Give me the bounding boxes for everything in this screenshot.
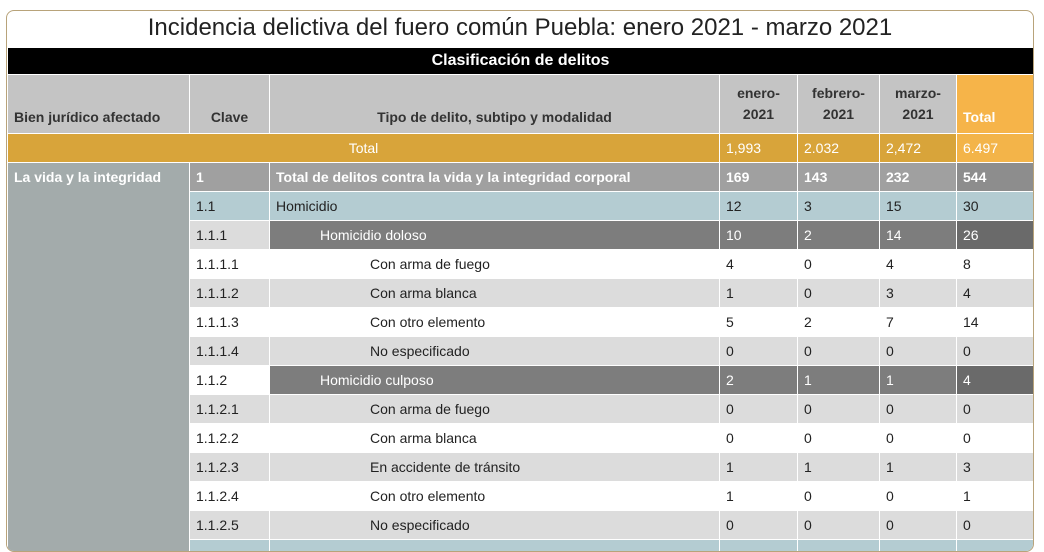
value-cell: 3: [798, 192, 880, 221]
value-cell: 4: [880, 250, 957, 279]
col-bien: Bien jurídico afectado: [8, 75, 190, 134]
page-title: Incidencia delictiva del fuero común Pue…: [7, 11, 1033, 47]
total-febrero: 2.032: [798, 134, 880, 163]
row-total-cell: 0: [957, 424, 1034, 453]
row-total-cell: 26: [957, 221, 1034, 250]
value-cell: 0: [880, 395, 957, 424]
total-row: Total 1,993 2.032 2,472 6.497: [8, 134, 1034, 163]
clave-cell: 1.1.2.2: [190, 424, 270, 453]
col-clave: Clave: [190, 75, 270, 134]
col-total: Total: [957, 75, 1034, 134]
row-total-cell: 544: [957, 163, 1034, 192]
tipo-cell: Con arma blanca: [270, 279, 720, 308]
report-card: Incidencia delictiva del fuero común Pue…: [6, 10, 1034, 552]
row-total-cell: 0: [957, 337, 1034, 366]
total-total: 6.497: [957, 134, 1034, 163]
value-cell: 14: [880, 221, 957, 250]
value-cell: 1: [798, 453, 880, 482]
value-cell: 0: [798, 279, 880, 308]
tipo-cell: En accidente de tránsito: [270, 453, 720, 482]
value-cell: 0: [880, 511, 957, 540]
col-tipo: Tipo de delito, subtipo y modalidad: [270, 75, 720, 134]
clave-cell: 1.1.2.5: [190, 511, 270, 540]
header-row: Bien jurídico afectado Clave Tipo de del…: [8, 75, 1034, 134]
value-cell: 0: [798, 482, 880, 511]
value-cell: 232: [880, 163, 957, 192]
clave-cell: 1: [190, 163, 270, 192]
tipo-cell: No especificado: [270, 511, 720, 540]
col-febrero: febrero-2021: [798, 75, 880, 134]
value-cell: 3: [880, 279, 957, 308]
value-cell: 0: [880, 482, 957, 511]
value-cell: 1: [880, 453, 957, 482]
tipo-cell: Con arma blanca: [270, 424, 720, 453]
clave-cell: 1.1: [190, 192, 270, 221]
value-cell: 0: [798, 250, 880, 279]
clave-cell: 1.1.2: [190, 366, 270, 395]
value-cell: 1: [880, 366, 957, 395]
section-band: Clasificación de delitos: [8, 48, 1034, 75]
tipo-cell: Con arma de fuego: [270, 250, 720, 279]
tipo-cell: Con otro elemento: [270, 308, 720, 337]
clave-cell: 1.1.1.4: [190, 337, 270, 366]
crime-table: Clasificación de delitos Bien jurídico a…: [7, 47, 1034, 552]
row-total-cell: 0: [957, 511, 1034, 540]
clave-cell: 1.1.2.4: [190, 482, 270, 511]
value-cell: 2: [798, 308, 880, 337]
row-total-cell: 30: [957, 192, 1034, 221]
value-cell: 0: [880, 424, 957, 453]
value-cell: 0: [798, 511, 880, 540]
value-cell: 15: [880, 192, 957, 221]
value-cell: 1: [720, 279, 798, 308]
tipo-cell: Homicidio: [270, 192, 720, 221]
value-cell: 1: [798, 366, 880, 395]
tipo-cell: Homicidio culposo: [270, 366, 720, 395]
value-cell: 0: [798, 395, 880, 424]
tipo-cell: Total de delitos contra la vida y la int…: [270, 163, 720, 192]
bien-juridico-cell: La vida y la integridad: [8, 163, 190, 552]
tipo-cell: Con otro elemento: [270, 482, 720, 511]
value-cell: 2: [720, 366, 798, 395]
col-enero: enero-2021: [720, 75, 798, 134]
clave-cell: 1.1.1.2: [190, 279, 270, 308]
row-total-cell: 0: [957, 395, 1034, 424]
clave-cell: 1.1.1.1: [190, 250, 270, 279]
tipo-cell: No especificado: [270, 337, 720, 366]
row-total-cell: 4: [957, 366, 1034, 395]
value-cell: 1: [720, 453, 798, 482]
col-marzo: marzo-2021: [880, 75, 957, 134]
clave-cell: 1.1.2.1: [190, 395, 270, 424]
value-cell: 0: [880, 337, 957, 366]
row-total-cell: 3: [957, 453, 1034, 482]
total-enero: 1,993: [720, 134, 798, 163]
value-cell: 0: [798, 337, 880, 366]
value-cell: 0: [720, 511, 798, 540]
value-cell: 0: [798, 424, 880, 453]
value-cell: 2: [798, 221, 880, 250]
table-row: La vida y la integridad 1 Total de delit…: [8, 163, 1034, 192]
value-cell: 169: [720, 163, 798, 192]
tipo-cell: Con arma de fuego: [270, 395, 720, 424]
row-total-cell: 4: [957, 279, 1034, 308]
clave-cell: 1.1.1: [190, 221, 270, 250]
value-cell: 12: [720, 192, 798, 221]
row-total-cell: 14: [957, 308, 1034, 337]
value-cell: 0: [720, 337, 798, 366]
value-cell: 4: [720, 250, 798, 279]
value-cell: 0: [720, 395, 798, 424]
value-cell: 1: [720, 482, 798, 511]
clave-cell: 1.1.2.3: [190, 453, 270, 482]
value-cell: 143: [798, 163, 880, 192]
value-cell: 10: [720, 221, 798, 250]
total-label: Total: [8, 134, 720, 163]
clave-cell: 1.1.1.3: [190, 308, 270, 337]
total-marzo: 2,472: [880, 134, 957, 163]
tipo-cell: Homicidio doloso: [270, 221, 720, 250]
row-total-cell: 1: [957, 482, 1034, 511]
value-cell: 0: [720, 424, 798, 453]
row-total-cell: 8: [957, 250, 1034, 279]
value-cell: 7: [880, 308, 957, 337]
value-cell: 5: [720, 308, 798, 337]
